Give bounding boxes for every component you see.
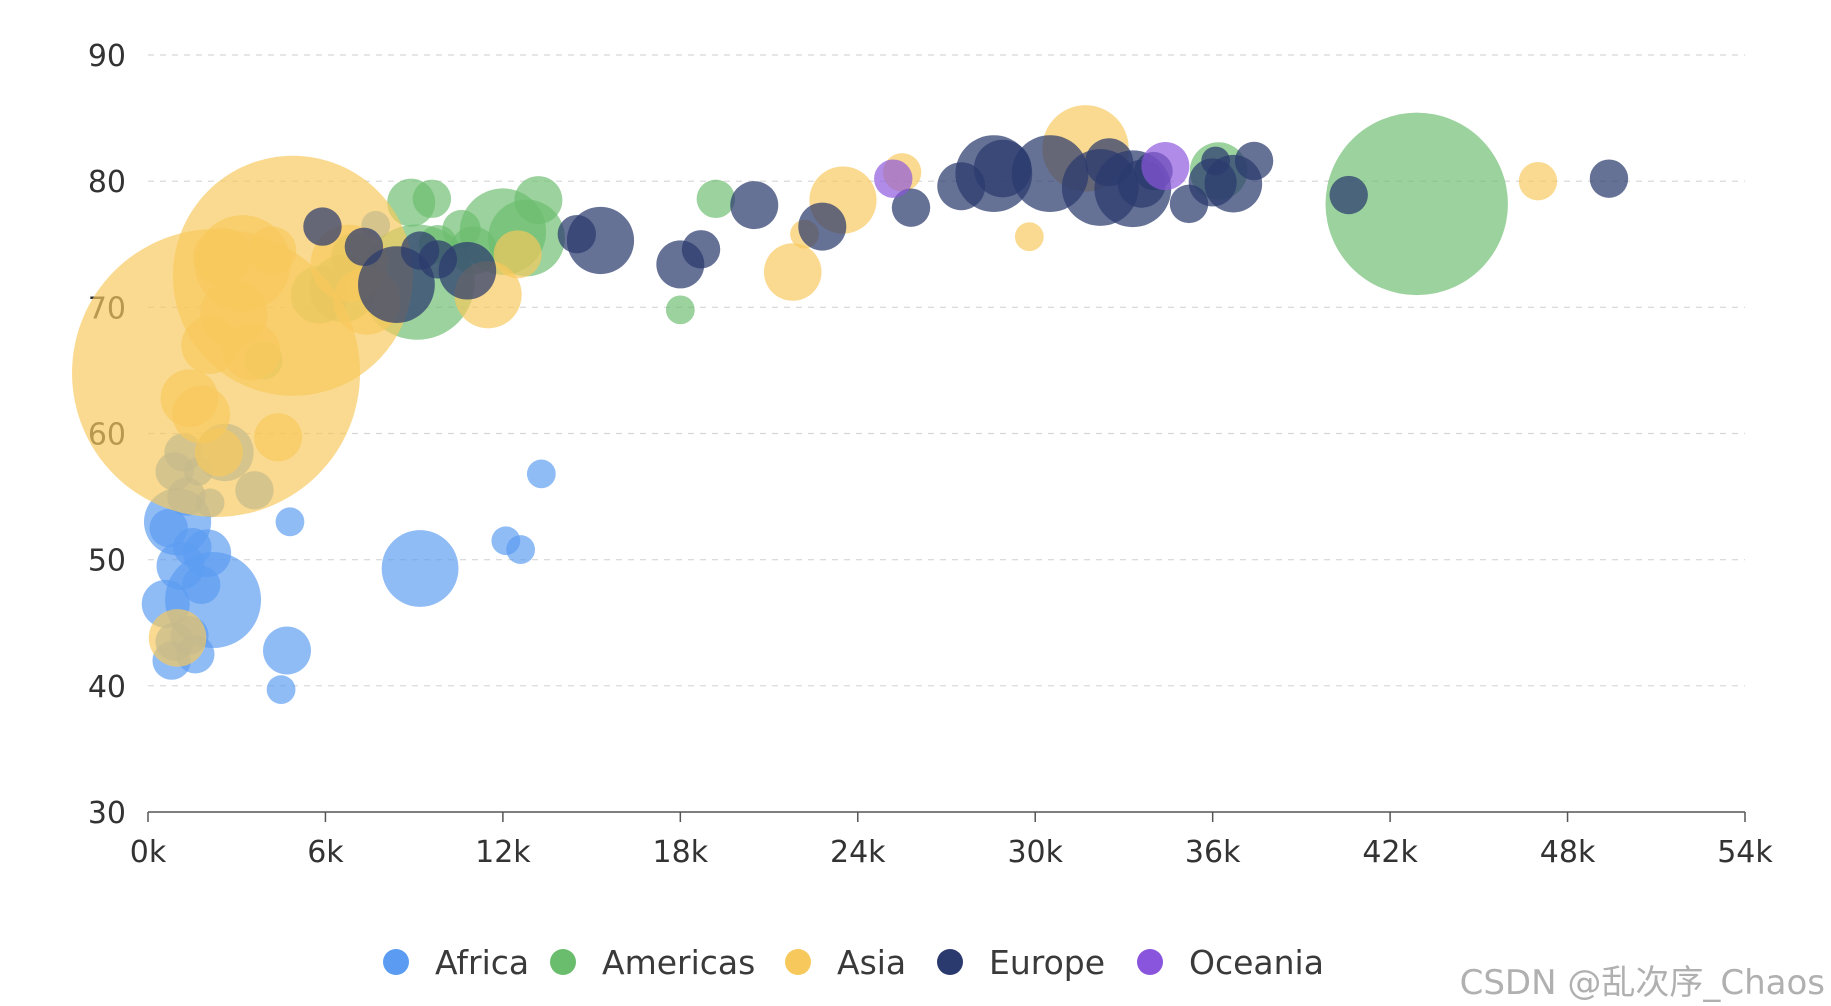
legend-item-africa[interactable]: Africa bbox=[383, 943, 529, 982]
legend-item-europe[interactable]: Europe bbox=[937, 943, 1105, 982]
bubble-oceania bbox=[1141, 142, 1190, 191]
bubble-europe bbox=[681, 230, 721, 269]
bubble-europe bbox=[730, 181, 779, 230]
watermark: CSDN @乱次序_Chaos bbox=[1459, 963, 1825, 1003]
bubble-africa bbox=[266, 675, 296, 705]
legend-label: Americas bbox=[602, 943, 755, 982]
bubble-europe bbox=[1085, 138, 1134, 187]
legend-item-americas[interactable]: Americas bbox=[550, 943, 755, 982]
bubble-europe bbox=[438, 241, 497, 300]
bubble-asia bbox=[763, 243, 822, 301]
series-asia bbox=[72, 105, 1558, 667]
series-oceania bbox=[874, 142, 1190, 198]
x-tick-label: 54k bbox=[1717, 835, 1773, 870]
legend-label: Europe bbox=[989, 943, 1105, 982]
legend-item-oceania[interactable]: Oceania bbox=[1137, 943, 1324, 982]
x-tick-label: 6k bbox=[307, 835, 344, 870]
bubble-asia bbox=[148, 609, 207, 667]
bubble-europe bbox=[566, 206, 635, 275]
bubble-americas bbox=[412, 179, 452, 219]
bubble-asia bbox=[254, 413, 303, 462]
bubble-europe bbox=[1329, 175, 1368, 215]
bubble-africa bbox=[506, 535, 536, 564]
x-tick-label: 30k bbox=[1007, 835, 1063, 870]
bubble-europe bbox=[891, 188, 931, 227]
x-tick-label: 48k bbox=[1540, 835, 1596, 870]
x-tick-label: 42k bbox=[1362, 835, 1418, 870]
bubble-oceania bbox=[874, 159, 913, 198]
bubble-asia bbox=[194, 428, 243, 477]
bubble-europe bbox=[1234, 141, 1274, 181]
y-tick-label: 90 bbox=[88, 39, 126, 74]
legend-item-asia[interactable]: Asia bbox=[785, 943, 906, 982]
bubble-asia bbox=[222, 322, 281, 381]
bubble-africa bbox=[526, 459, 556, 489]
bubble-layer bbox=[72, 105, 1629, 705]
bubble-africa bbox=[262, 626, 311, 675]
y-tick-label: 30 bbox=[88, 796, 126, 831]
bubble-asia bbox=[248, 226, 297, 275]
x-tick-label: 18k bbox=[653, 835, 709, 870]
bubble-americas bbox=[1325, 112, 1508, 296]
bubble-asia bbox=[1014, 222, 1044, 252]
gridlines bbox=[148, 54, 1745, 687]
bubble-americas bbox=[514, 176, 563, 225]
bubble-asia bbox=[493, 230, 542, 279]
bubble-africa bbox=[381, 530, 459, 607]
bubble-europe bbox=[303, 207, 342, 246]
y-tick-label: 50 bbox=[88, 544, 126, 579]
axes: 304050607080900k6k12k18k24k30k36k42k48k5… bbox=[88, 39, 1774, 870]
legend-marker bbox=[383, 949, 409, 975]
y-tick-label: 40 bbox=[88, 670, 126, 705]
bubble-europe bbox=[1201, 146, 1231, 176]
legend-label: Africa bbox=[435, 943, 529, 982]
legend[interactable]: Africa Americas Asia Europe Oceania bbox=[383, 943, 1324, 982]
bubble-americas bbox=[696, 179, 736, 219]
bubble-asia bbox=[1518, 161, 1558, 201]
bubble-europe bbox=[1589, 159, 1629, 198]
legend-marker bbox=[937, 949, 963, 975]
bubble-americas bbox=[665, 295, 695, 325]
x-tick-label: 36k bbox=[1185, 835, 1241, 870]
x-tick-label: 24k bbox=[830, 835, 886, 870]
legend-label: Oceania bbox=[1189, 943, 1324, 982]
legend-marker bbox=[550, 949, 576, 975]
x-tick-label: 0k bbox=[130, 835, 167, 870]
bubble-africa bbox=[275, 507, 305, 537]
legend-label: Asia bbox=[837, 943, 906, 982]
y-tick-label: 80 bbox=[88, 165, 126, 200]
legend-marker bbox=[1137, 949, 1163, 975]
bubble-europe bbox=[798, 202, 847, 251]
legend-marker bbox=[785, 949, 811, 975]
bubble-africa bbox=[149, 508, 188, 548]
x-tick-label: 12k bbox=[475, 835, 531, 870]
